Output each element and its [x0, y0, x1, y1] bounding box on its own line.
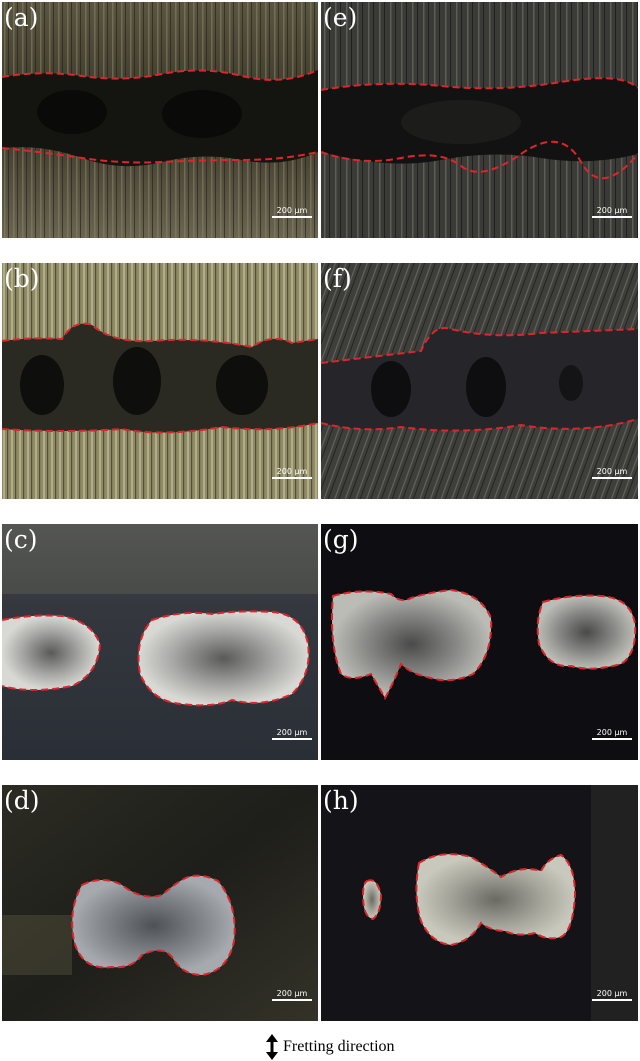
micrograph-image: [2, 524, 318, 760]
panel-label: (f): [323, 264, 352, 293]
scale-bar: 200 µm: [272, 207, 312, 218]
scale-bar-line: [272, 477, 312, 479]
micrograph-image: [321, 263, 638, 499]
scale-bar-line: [592, 216, 632, 218]
fretting-direction-legend: Fretting direction: [265, 1034, 465, 1060]
panel-label: (h): [323, 786, 359, 815]
scale-bar: 200 µm: [272, 729, 312, 740]
scale-bar-label: 200 µm: [276, 728, 308, 737]
panel-label: (d): [4, 786, 40, 815]
micrograph-panel-d: (d) 200 µm: [2, 785, 318, 1021]
scale-bar-label: 200 µm: [276, 467, 308, 476]
panel-label: (a): [4, 3, 39, 32]
micrograph-panel-e: (e) 200 µm: [321, 2, 638, 238]
scale-bar-label: 200 µm: [276, 206, 308, 215]
scale-bar: 200 µm: [592, 207, 632, 218]
panel-label: (c): [4, 525, 38, 554]
scale-bar-line: [592, 999, 632, 1001]
micrograph-panel-c: (c) 200 µm: [2, 524, 318, 760]
scale-bar-line: [592, 738, 632, 740]
scale-bar-label: 200 µm: [596, 467, 628, 476]
micrograph-panel-h: (h) 200 µm: [321, 785, 638, 1021]
scale-bar: 200 µm: [592, 729, 632, 740]
panel-label: (b): [4, 264, 40, 293]
scale-bar-line: [272, 216, 312, 218]
scale-bar-label: 200 µm: [276, 989, 308, 998]
panel-label: (g): [323, 525, 359, 554]
scale-bar: 200 µm: [272, 468, 312, 479]
double-arrow-vertical-icon: [266, 1034, 278, 1060]
scale-bar-label: 200 µm: [596, 989, 628, 998]
micrograph-panel-a: (a) 200 µm: [2, 2, 318, 238]
micrograph-panel-f: (f) 200 µm: [321, 263, 638, 499]
micrograph-panel-b: (b) 200 µm: [2, 263, 318, 499]
micrograph-image: [2, 785, 318, 1021]
scale-bar-line: [592, 477, 632, 479]
scale-bar-line: [272, 738, 312, 740]
micrograph-image: [321, 785, 638, 1021]
micrograph-image: [321, 524, 638, 760]
panel-label: (e): [323, 3, 358, 32]
legend-label: Fretting direction: [283, 1038, 395, 1055]
scale-bar-label: 200 µm: [596, 206, 628, 215]
micrograph-panel-g: (g) 200 µm: [321, 524, 638, 760]
micrograph-image: [2, 263, 318, 499]
micrograph-image: [2, 2, 318, 238]
scale-bar-label: 200 µm: [596, 728, 628, 737]
scale-bar-line: [272, 999, 312, 1001]
scale-bar: 200 µm: [272, 990, 312, 1001]
scale-bar: 200 µm: [592, 468, 632, 479]
scale-bar: 200 µm: [592, 990, 632, 1001]
micrograph-image: [321, 2, 638, 238]
